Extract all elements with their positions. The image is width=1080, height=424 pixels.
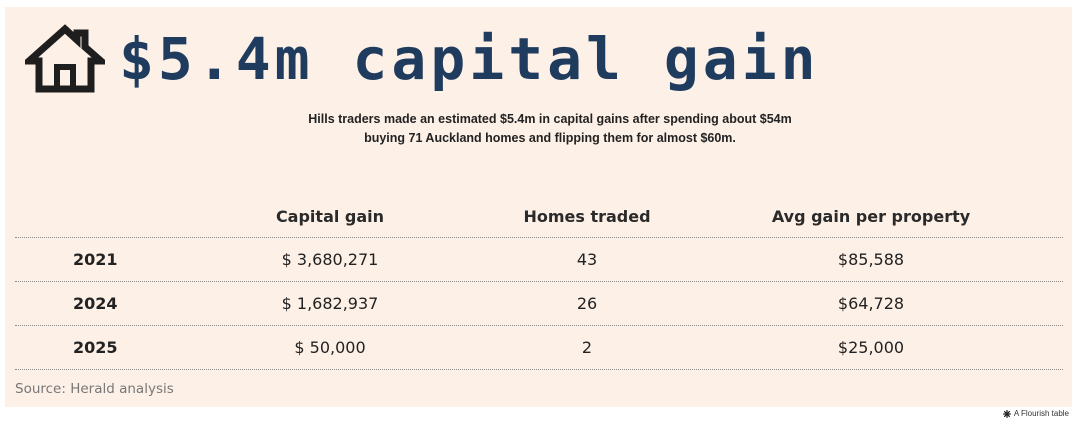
flourish-asterisk-icon (1002, 409, 1011, 418)
credit-text: A Flourish table (1013, 409, 1069, 418)
subtitle: Hills traders made an estimated $5.4m in… (308, 112, 792, 145)
table-cell: $ 3,680,271 (281, 250, 379, 269)
table-cell: 43 (576, 250, 598, 269)
page-title: $5.4m capital gain (119, 25, 820, 93)
row-label: 2021 (73, 250, 118, 269)
table-cell: $85,588 (837, 250, 905, 269)
column-header: Capital gain (275, 207, 385, 226)
table-cell: $ 1,682,937 (281, 294, 379, 313)
house-icon (25, 24, 105, 93)
chart-card: $5.4m capital gain Hills traders made an… (5, 7, 1072, 407)
table-row: 2021 $ 3,680,271 43 $85,588 (15, 237, 1063, 281)
source-note: Source: Herald analysis (15, 381, 174, 397)
table-cell: $ 50,000 (294, 338, 366, 357)
row-label: 2025 (73, 338, 118, 357)
table-cell: 2 (581, 338, 593, 357)
flourish-credit-link[interactable]: A Flourish table (1002, 409, 1069, 418)
table-header-row: Capital gain Homes traded Avg gain per p… (15, 197, 1063, 237)
column-header: Avg gain per property (771, 207, 971, 226)
data-table: Capital gain Homes traded Avg gain per p… (15, 197, 1063, 370)
column-header (73, 197, 233, 237)
column-header: Homes traded (523, 207, 651, 226)
table-cell: $25,000 (837, 338, 905, 357)
row-label: 2024 (73, 294, 118, 313)
table-cell: $64,728 (837, 294, 905, 313)
table-row: 2024 $ 1,682,937 26 $64,728 (15, 281, 1063, 325)
table-cell: 26 (576, 294, 598, 313)
table-row: 2025 $ 50,000 2 $25,000 (15, 325, 1063, 370)
